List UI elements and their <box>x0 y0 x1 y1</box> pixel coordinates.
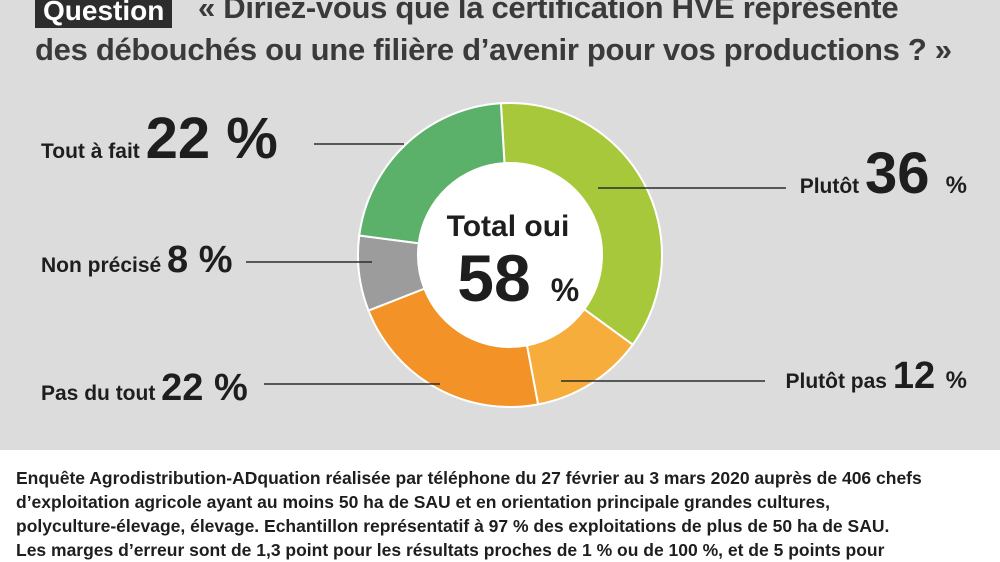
question-badge: Question <box>35 0 173 28</box>
slice-label-text: Non précisé <box>41 254 167 277</box>
slice-unit: % <box>199 239 233 281</box>
slice-label-text: Tout à fait <box>41 140 146 163</box>
slice-unit: % <box>214 367 248 409</box>
donut-chart: Total oui 58 % Plutôt 36 %Plutôt pas 12 … <box>41 102 967 409</box>
footnote-line: Enquête Agrodistribution-ADquation réali… <box>16 468 922 488</box>
label-plutot: Plutôt 36 % <box>800 141 967 206</box>
slice-label-text: Plutôt pas <box>785 370 892 393</box>
survey-footnote: Enquête Agrodistribution-ADquation réali… <box>16 466 991 562</box>
center-label: Total oui <box>447 210 570 243</box>
donut-hole <box>418 163 602 347</box>
footnote-line: polyculture-élevage, élevage. Echantillo… <box>16 516 890 536</box>
slice-labels: Plutôt 36 %Plutôt pas 12 %Pas du tout 22… <box>41 106 967 409</box>
question-text-line-1: « Diriez-vous que la certification HVE r… <box>198 0 899 25</box>
slice-unit: % <box>226 106 278 171</box>
slice-unit: % <box>946 172 967 199</box>
label-pas-du-tout: Pas du tout 22 % <box>41 367 248 409</box>
question-text-line-2: des débouchés ou une filière d’avenir po… <box>35 32 952 67</box>
slice-label-text: Plutôt <box>800 175 865 198</box>
footnote-line: Les marges d’erreur sont de 1,3 point po… <box>16 540 885 560</box>
slice-value: 22 <box>146 106 227 171</box>
center-unit: % <box>551 272 579 308</box>
slice-value: 12 <box>893 355 946 397</box>
footnote-line: d’exploitation agricole ayant au moins 5… <box>16 492 830 512</box>
center-value: 58 <box>457 241 530 315</box>
label-plutot-pas: Plutôt pas 12 % <box>785 355 967 397</box>
slice-unit: % <box>946 367 967 394</box>
donut-slices <box>357 102 663 408</box>
label-non-precise: Non précisé 8 % <box>41 239 233 281</box>
slice-label-text: Pas du tout <box>41 382 161 405</box>
slice-value: 8 <box>167 239 199 281</box>
slice-value: 36 <box>865 141 946 206</box>
label-tout-a-fait: Tout à fait 22 % <box>41 106 278 171</box>
slice-value: 22 <box>161 367 214 409</box>
